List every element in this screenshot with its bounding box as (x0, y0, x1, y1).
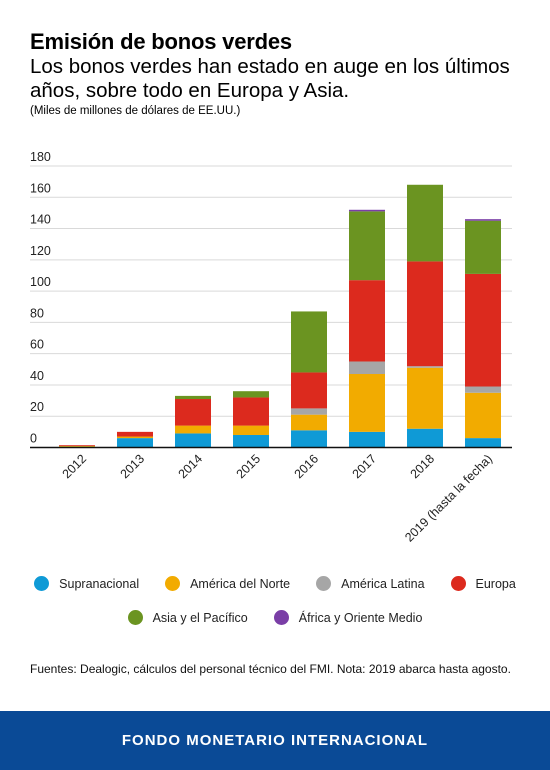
bar-segment (349, 209, 385, 212)
legend-label-africa-oriente-medio: África y Oriente Medio (298, 610, 423, 625)
bar-segment (291, 372, 327, 409)
bar-segment (349, 280, 385, 362)
legend-label-supranacional: Supranacional (59, 576, 140, 591)
y-tick-label: 180 (30, 150, 51, 164)
y-tick-label: 20 (30, 400, 44, 414)
bar-segment (117, 438, 153, 448)
bar-segment (175, 433, 211, 448)
stacked-bar-chart: 0 20 40 60 80 100 120 140 160 180 2012 2013 2014 2015… (30, 150, 512, 545)
legend-label-america-latina: América Latina (341, 576, 425, 591)
bar-segment (175, 399, 211, 426)
x-tick-label: 2012 (60, 452, 90, 482)
bar-segment (407, 367, 443, 429)
bar-segment (291, 408, 327, 415)
y-tick-label: 160 (30, 181, 51, 195)
bar-segment (291, 430, 327, 448)
legend-label-asia-pacifico: Asia y el Pacífico (152, 610, 248, 625)
legend-label-america-del-norte: América del Norte (190, 576, 291, 591)
legend-swatch-supranacional (34, 576, 50, 591)
legend-swatch-africa-oriente-medio (273, 610, 289, 625)
x-tick-label: 2015 (234, 452, 264, 482)
y-tick-label: 120 (30, 244, 51, 258)
y-tick-label: 100 (30, 275, 51, 289)
bar-segment (407, 366, 443, 368)
x-tick-label: 2016 (292, 452, 322, 482)
bar-segment (349, 211, 385, 281)
legend-item-supranacional: Supranacional (34, 576, 139, 591)
footer-banner: FONDO MONETARIO INTERNACIONAL (0, 711, 550, 770)
bar-segment (349, 361, 385, 374)
source-note: Fuentes: Dealogic, cálculos del personal… (30, 662, 511, 676)
bar-segment (291, 311, 327, 373)
bar-segment (117, 431, 153, 437)
chart-subtitle: Los bonos verdes han estado en auge en l… (30, 55, 510, 102)
legend-swatch-asia-pacifico (127, 610, 143, 625)
bar-segment (407, 261, 443, 367)
legend-item-america-latina: América Latina (316, 576, 425, 591)
bar-segment (59, 445, 95, 446)
bar-segment (233, 397, 269, 426)
bar-segment (349, 431, 385, 448)
x-tick-label: 2018 (408, 452, 438, 482)
bar-segment (407, 184, 443, 262)
footer-label: FONDO MONETARIO INTERNACIONAL (121, 732, 429, 749)
x-tick-label: 2017 (350, 452, 380, 482)
chart-title: Emisión de bonos verdes (30, 29, 292, 54)
bar-segment (175, 425, 211, 434)
y-tick-label: 140 (30, 213, 51, 227)
legend-item-america-del-norte: América del Norte (165, 576, 290, 591)
legend-item-africa-oriente-medio: África y Oriente Medio (273, 610, 423, 625)
bar-segment (407, 428, 443, 448)
legend-row-1: Supranacional América del Norte América … (0, 576, 550, 591)
bar-segment (465, 273, 501, 387)
bar-segment (465, 219, 501, 221)
units-label: (Miles de millones de dólares de EE.UU.) (30, 105, 241, 117)
legend-row-2: Asia y el Pacífico África y Oriente Medi… (0, 610, 550, 625)
bar-segment (233, 391, 269, 398)
bar-segment (233, 425, 269, 435)
bar-segment (349, 373, 385, 432)
legend-item-asia-pacifico: Asia y el Pacífico (127, 610, 248, 625)
x-tick-label: 2014 (176, 452, 206, 482)
legend-swatch-america-del-norte (165, 576, 181, 591)
legend-swatch-america-latina (316, 576, 332, 591)
bar-segment (291, 414, 327, 431)
x-tick-label: 2013 (118, 452, 148, 482)
y-tick-label: 0 (30, 432, 37, 446)
y-tick-label: 40 (30, 369, 44, 383)
bar-segment (233, 434, 269, 448)
bar-segment (59, 445, 95, 447)
legend-item-europa: Europa (450, 576, 516, 591)
bar-segment (465, 438, 501, 448)
bar-segment (117, 436, 153, 439)
bar-segment (465, 220, 501, 274)
bar-segment (465, 386, 501, 393)
legend-swatch-europa (450, 576, 466, 591)
y-tick-label: 80 (30, 306, 44, 320)
y-tick-label: 60 (30, 338, 44, 352)
bar-segment (175, 395, 211, 400)
legend-label-europa: Europa (475, 576, 516, 591)
bar-segment (465, 392, 501, 439)
